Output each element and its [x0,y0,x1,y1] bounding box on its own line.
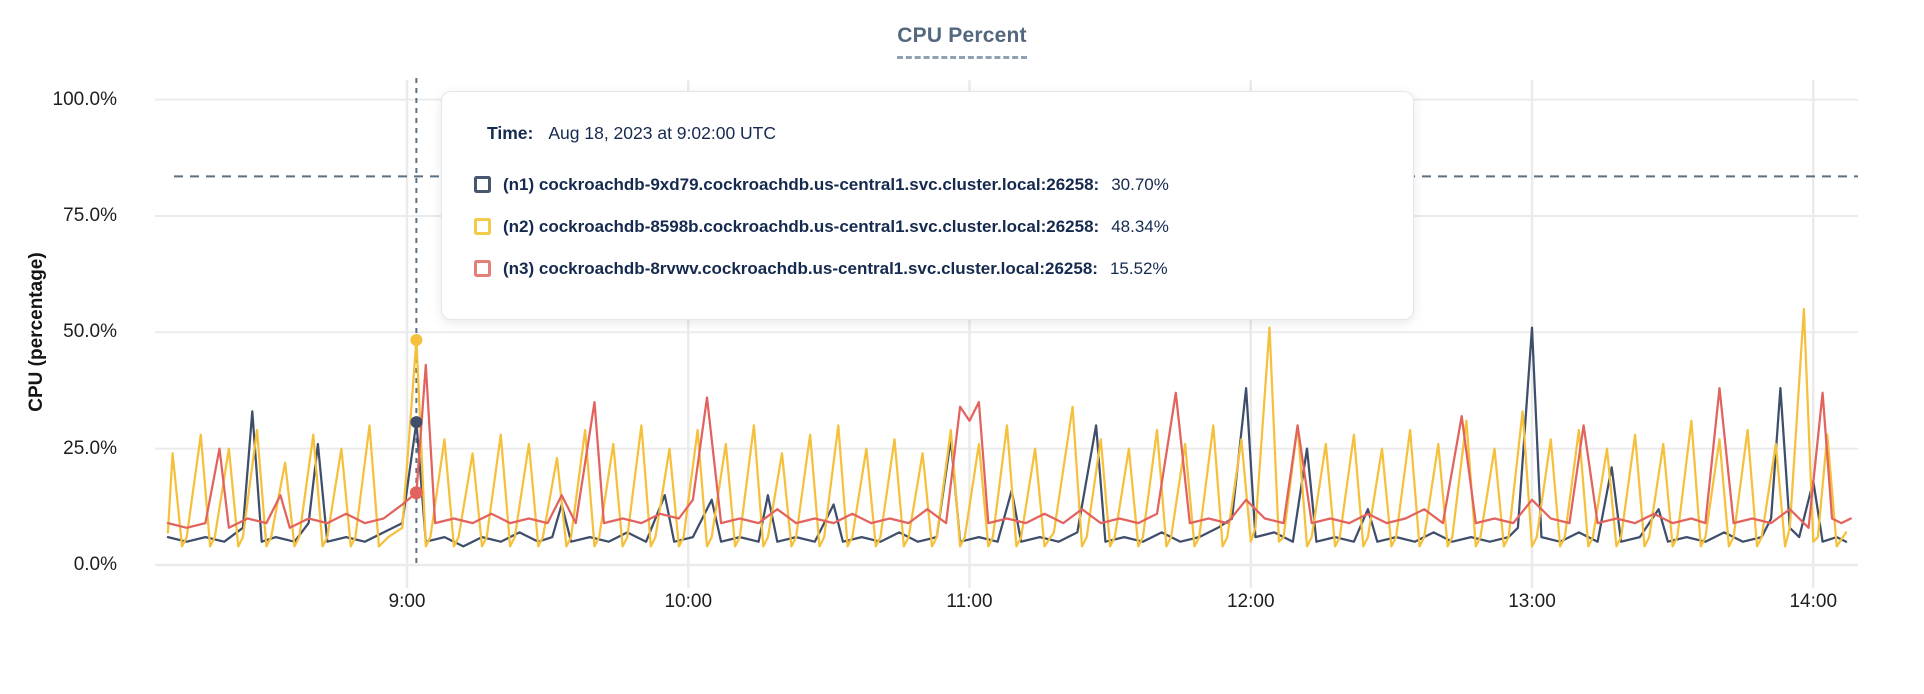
x-axis-tick-label: 14:00 [1789,591,1838,612]
y-axis-tick-label: 0.0% [73,554,117,575]
hover-dot-n3 [409,486,423,500]
tooltip-series-name: (n2) cockroachdb-8598b.cockroachdb.us-ce… [503,217,1100,236]
series-line-n3 [166,363,1852,529]
series-swatch-n1-icon [474,176,491,193]
chart-hover-tooltip: Time: Aug 18, 2023 at 9:02:00 UTC (n1) co… [441,91,1414,320]
chart-title-wrap: CPU Percent [0,24,1924,59]
y-axis-tick-label: 75.0% [63,204,117,226]
hover-dot-n2 [410,334,423,347]
tooltip-series-name: (n3) cockroachdb-8rvwv.cockroachdb.us-ce… [503,259,1098,278]
tooltip-series-rows: (n1) cockroachdb-9xd79.cockroachdb.us-ce… [474,174,1385,279]
y-axis-tick-label: 25.0% [63,437,117,459]
x-axis-tick-label: 9:00 [388,591,426,612]
y-axis-tick-label: 50.0% [63,321,117,343]
tooltip-series-value: 30.70% [1111,175,1169,194]
series-swatch-n3-icon [474,260,491,277]
tooltip-time-label: Time: [487,123,534,143]
x-axis-tick-label: 11:00 [946,591,993,612]
tooltip-series-name: (n1) cockroachdb-9xd79.cockroachdb.us-ce… [503,175,1100,194]
x-axis-tick-label: 10:00 [664,591,713,612]
tooltip-time-row: Time: Aug 18, 2023 at 9:02:00 UTC [487,123,1385,144]
y-axis-tick-label: 100.0% [52,88,117,110]
series-line-n1 [166,326,1848,548]
tooltip-row-n1: (n1) cockroachdb-9xd79.cockroachdb.us-ce… [474,174,1385,195]
tooltip-series-value: 48.34% [1111,217,1169,236]
series-line-n2 [166,307,1848,548]
chart-title[interactable]: CPU Percent [897,24,1027,59]
hover-dot-n1 [410,416,423,429]
tooltip-time-value: Aug 18, 2023 at 9:02:00 UTC [548,123,777,143]
x-axis-tick-label: 12:00 [1226,591,1275,612]
x-axis-tick-label: 13:00 [1508,591,1556,612]
tooltip-row-n3: (n3) cockroachdb-8rvwv.cockroachdb.us-ce… [474,258,1385,279]
series-swatch-n2-icon [474,218,491,235]
tooltip-row-n2: (n2) cockroachdb-8598b.cockroachdb.us-ce… [474,216,1385,237]
tooltip-series-value: 15.52% [1109,259,1168,278]
